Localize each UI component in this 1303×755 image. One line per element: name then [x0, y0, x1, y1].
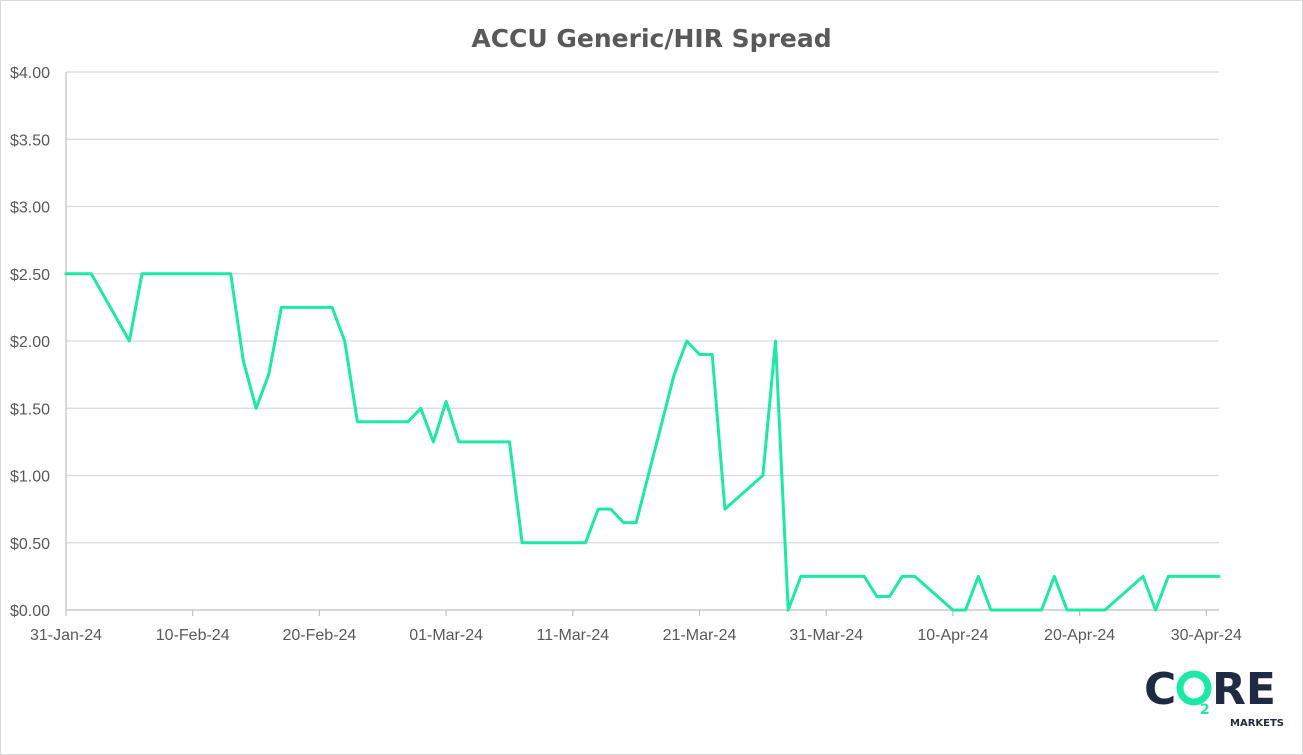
- y-tick-label: $4.00: [10, 65, 50, 82]
- x-tick-label: 20-Feb-24: [282, 627, 356, 644]
- x-tick-label: 10-Feb-24: [156, 627, 230, 644]
- x-tick-label: 31-Mar-24: [789, 627, 863, 644]
- y-tick-label: $0.50: [10, 536, 50, 553]
- y-tick-label: $2.50: [10, 267, 50, 284]
- logo-subscript: 2: [1200, 702, 1210, 718]
- logo-letters-re: RE: [1212, 664, 1276, 715]
- x-tick-label: 30-Apr-24: [1171, 627, 1242, 644]
- logo-o-ring: [1176, 670, 1212, 706]
- y-tick-labels: $0.00 $0.50 $1.00 $1.50 $2.00 $2.50 $3.00 $3.50…: [10, 65, 50, 620]
- logo-tagline: MARKETS: [1230, 718, 1284, 729]
- y-tick-label: $1.50: [10, 401, 50, 418]
- y-tick-label: $0.00: [10, 603, 50, 620]
- x-tick-label: 20-Apr-24: [1044, 627, 1115, 644]
- x-tick-label: 31-Jan-24: [30, 627, 102, 644]
- y-tick-label: $1.00: [10, 469, 50, 486]
- y-tick-label: $3.00: [10, 200, 50, 217]
- x-tick-label: 10-Apr-24: [917, 627, 988, 644]
- x-tick-label: 01-Mar-24: [409, 627, 483, 644]
- axes: [65, 72, 1219, 616]
- chart-title: ACCU Generic/HIR Spread: [471, 24, 832, 53]
- series-lines: [64, 272, 1221, 612]
- gridlines: [66, 71, 1219, 544]
- y-tick-label: $3.50: [10, 132, 50, 149]
- core-markets-logo: C 2 RE MARKETS: [1144, 664, 1284, 729]
- logo-letter-c: C: [1144, 664, 1176, 715]
- y-tick-label: $2.00: [10, 334, 50, 351]
- x-tick-labels: 31-Jan-24 10-Feb-24 20-Feb-24 01-Mar-24 11-M…: [30, 627, 1242, 644]
- x-tick-label: 11-Mar-24: [537, 627, 610, 644]
- x-tick-label: 21-Mar-24: [663, 627, 737, 644]
- series-line: [64, 272, 1221, 612]
